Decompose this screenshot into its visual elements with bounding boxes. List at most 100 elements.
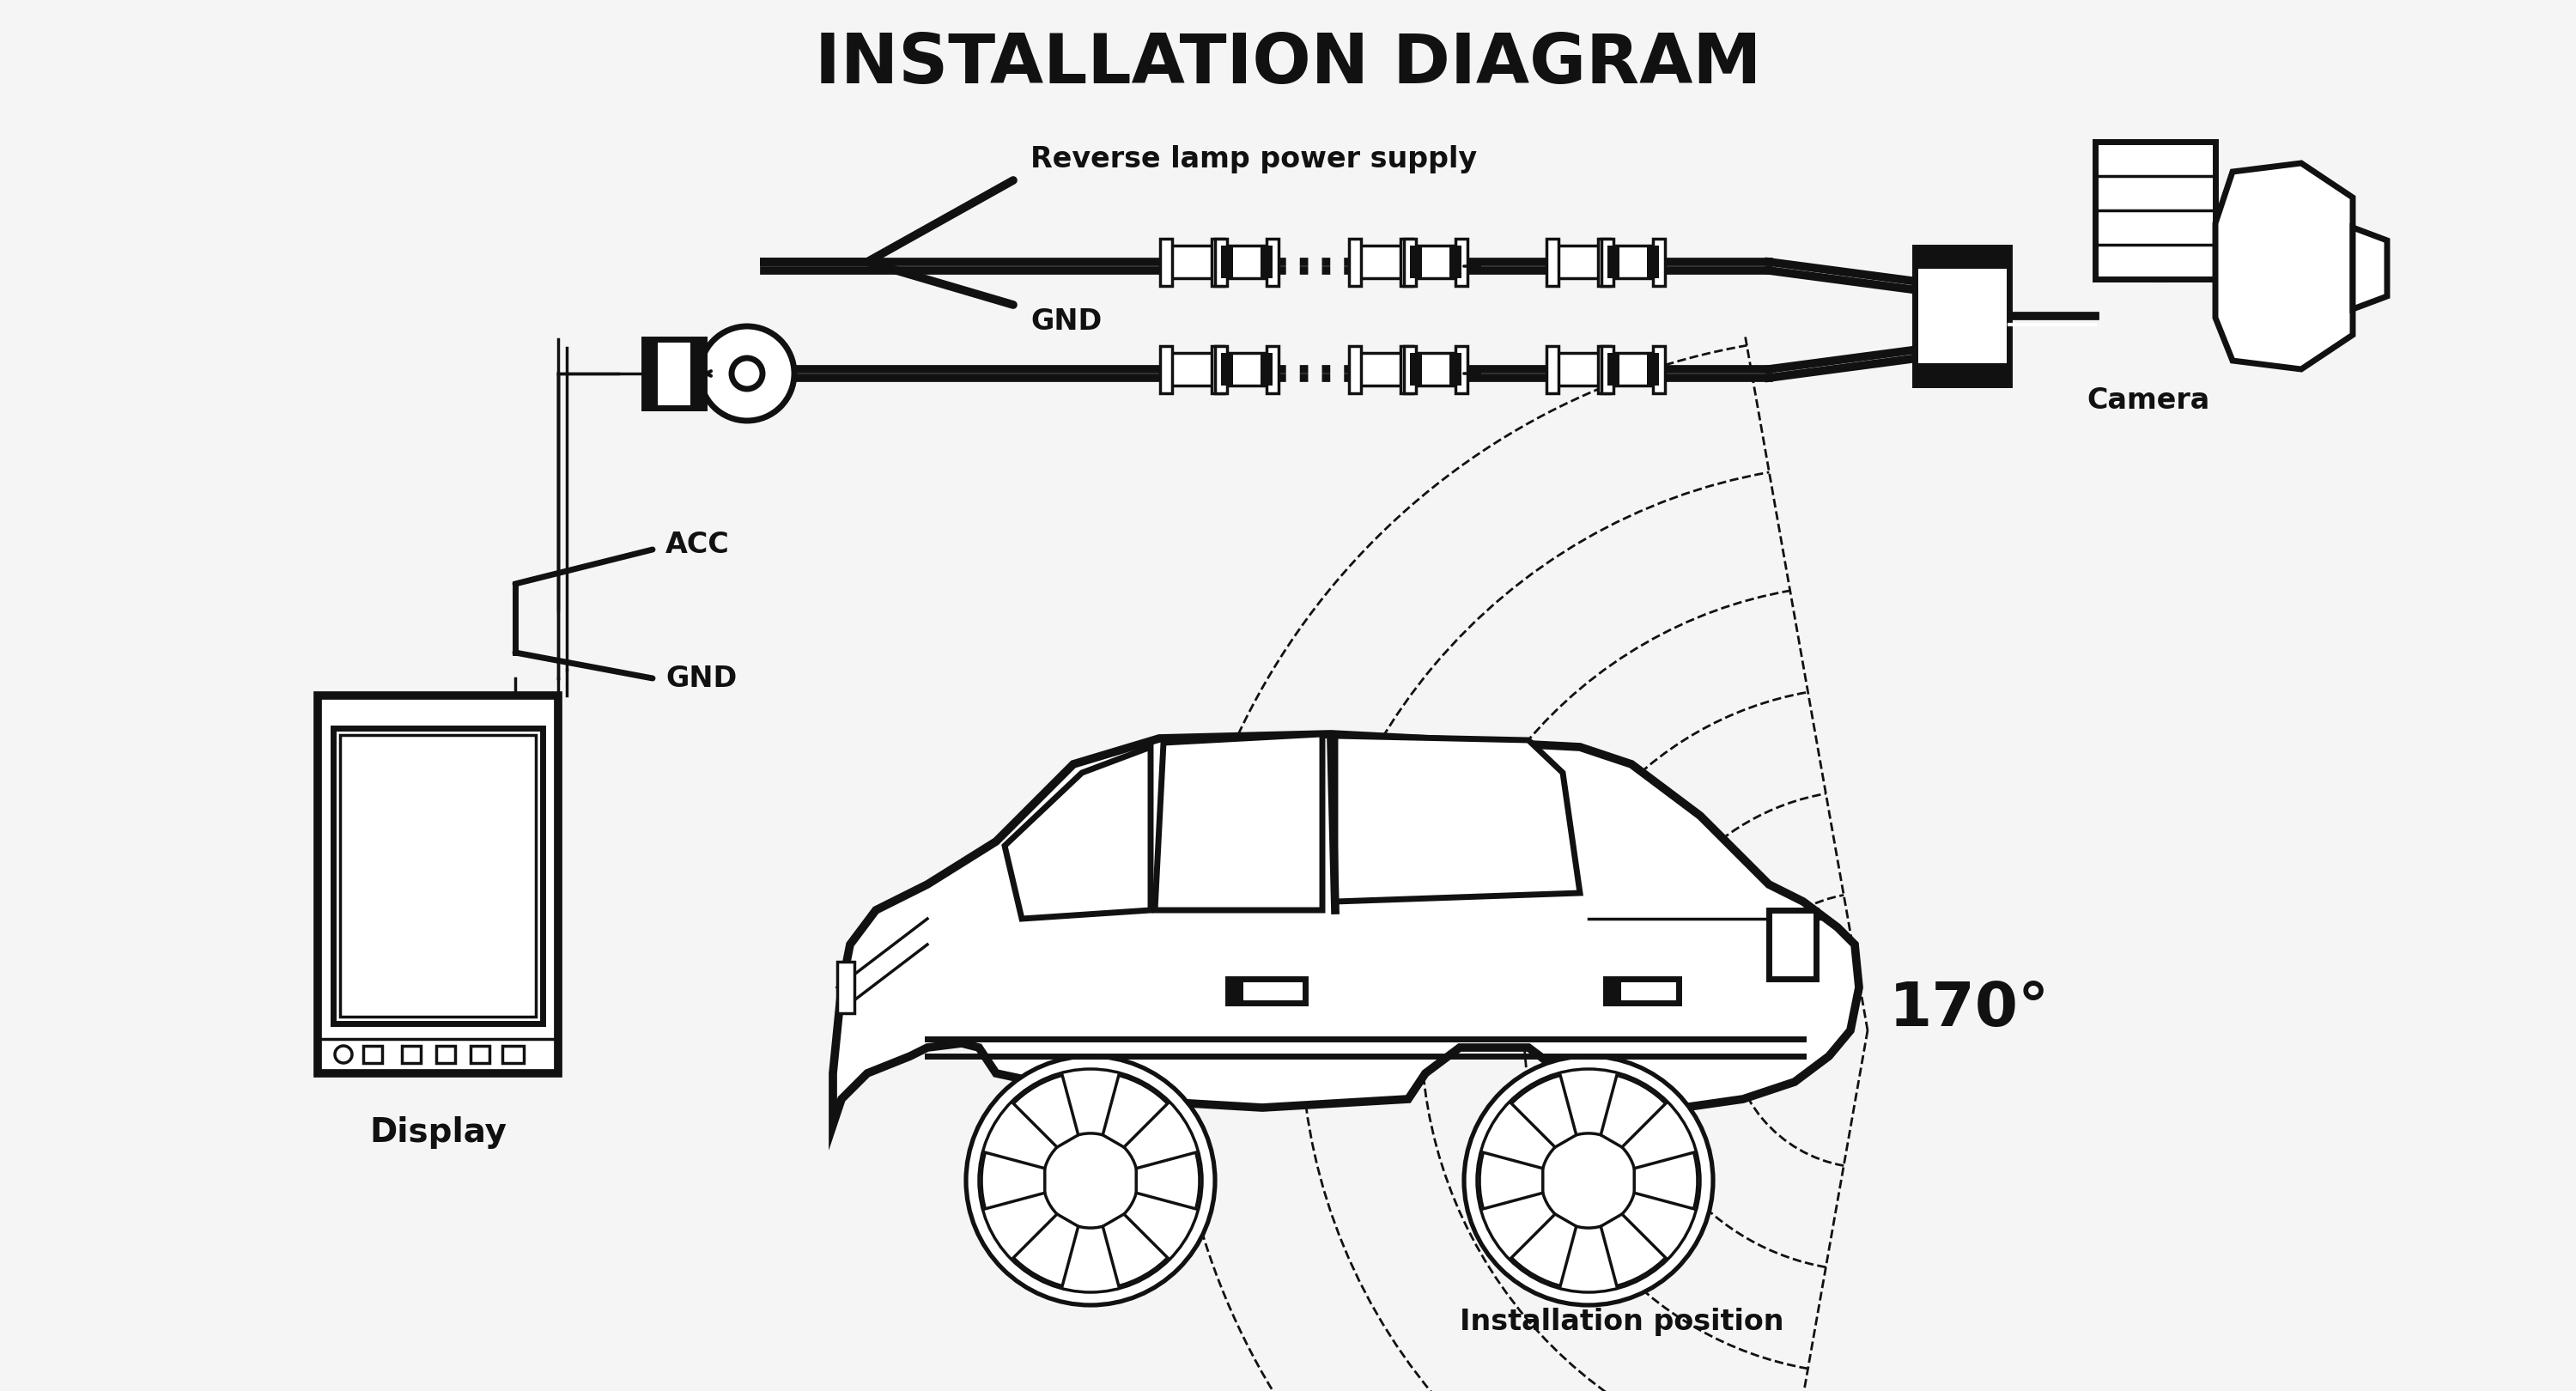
Bar [1646,353,1659,385]
Polygon shape [1012,1075,1079,1148]
Bar [1602,239,1613,287]
Polygon shape [1512,1214,1577,1285]
Bar [1211,346,1224,394]
Circle shape [1043,1134,1139,1228]
Bar [1409,353,1461,385]
Bar [1350,346,1360,394]
Bar [1605,979,1620,1003]
Bar [1654,346,1664,394]
Bar [1607,246,1659,278]
Bar [317,696,559,1074]
Bar [471,1046,489,1063]
Bar [363,1046,381,1063]
Bar [1267,239,1278,287]
Bar [1450,353,1461,385]
Polygon shape [832,734,1860,1125]
Bar [1159,346,1172,394]
Bar [1221,353,1234,385]
Bar [1914,246,2009,268]
Polygon shape [1334,736,1579,901]
Polygon shape [1012,1214,1079,1285]
Bar [1229,979,1306,1003]
Circle shape [1463,1056,1713,1305]
Bar [1914,363,2009,384]
Circle shape [979,1070,1203,1292]
Bar [340,734,536,1017]
Bar [1409,246,1461,278]
Text: Camera: Camera [2087,387,2210,415]
Bar [402,1046,420,1063]
Bar [690,339,703,408]
Bar [1211,239,1224,287]
Bar [1553,353,1605,385]
Polygon shape [1600,1075,1667,1148]
Bar [1914,246,2009,384]
Text: GND: GND [665,664,737,693]
Bar [1607,353,1620,385]
Bar [1770,910,1816,979]
Text: GND: GND [1030,307,1103,337]
Bar [1355,353,1406,385]
Polygon shape [1005,747,1151,918]
Polygon shape [1103,1075,1167,1148]
Bar [1646,246,1659,278]
Text: INSTALLATION DIAGRAM: INSTALLATION DIAGRAM [814,31,1762,97]
Polygon shape [1633,1152,1698,1209]
Polygon shape [2215,163,2352,369]
Text: Display: Display [368,1116,507,1149]
Bar [502,1046,523,1063]
Polygon shape [1600,1214,1667,1285]
Text: ACC: ACC [665,531,729,559]
Bar [1350,239,1360,287]
Bar [644,339,657,408]
Text: Reverse lamp power supply: Reverse lamp power supply [1030,145,1476,172]
Polygon shape [1479,1152,1543,1209]
Bar [1607,353,1659,385]
Bar [1401,346,1412,394]
Bar [1260,246,1273,278]
Bar [435,1046,456,1063]
Bar [1455,346,1468,394]
Circle shape [1540,1134,1636,1228]
Text: Installation position: Installation position [1461,1308,1783,1337]
Bar [1597,239,1610,287]
Circle shape [732,357,762,389]
Bar [1455,239,1468,287]
Polygon shape [1512,1075,1577,1148]
Bar [1216,346,1226,394]
Bar [1404,346,1417,394]
Circle shape [1476,1070,1700,1292]
Circle shape [335,1046,353,1063]
Bar [1654,239,1664,287]
Polygon shape [1154,734,1321,910]
Bar [1597,346,1610,394]
Polygon shape [1136,1152,1200,1209]
Polygon shape [981,1152,1046,1209]
Bar [837,961,855,1013]
Bar [332,727,544,1024]
Bar [1450,246,1461,278]
Circle shape [966,1056,1216,1305]
Bar [1167,246,1218,278]
Bar [1409,353,1422,385]
Bar [1546,346,1558,394]
Text: 170°: 170° [1888,979,2050,1039]
Bar [1216,239,1226,287]
Bar [1607,246,1620,278]
Bar [1602,346,1613,394]
Bar [1221,353,1273,385]
Bar [1355,246,1406,278]
Bar [1404,239,1417,287]
Bar [1401,239,1412,287]
Bar [1159,239,1172,287]
Bar [1167,353,1218,385]
Bar [1229,979,1244,1003]
Bar [644,339,703,408]
Bar [1221,246,1273,278]
Bar [1267,346,1278,394]
Bar [2094,142,2215,280]
Circle shape [701,327,793,420]
Bar [1605,979,1680,1003]
Bar [1260,353,1273,385]
Bar [1553,246,1605,278]
